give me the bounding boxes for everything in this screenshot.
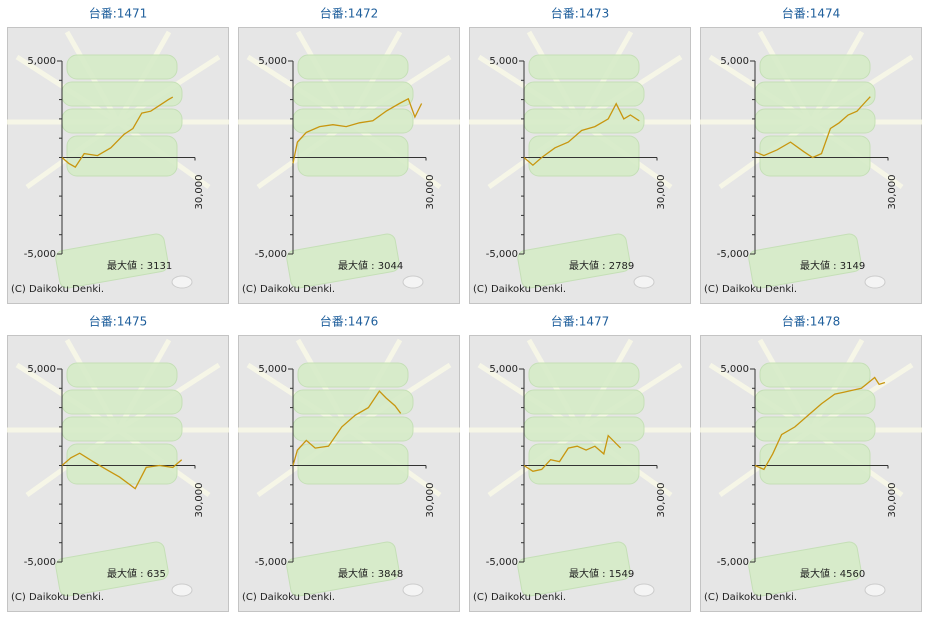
x-tick-label: 30,000 <box>425 175 436 210</box>
y-tick-label: 5,000 <box>489 364 518 375</box>
max-value-annotation: 最大値 : 635 <box>107 567 166 580</box>
x-tick-label: 30,000 <box>887 483 898 518</box>
y-tick-label: 5,000 <box>720 56 749 67</box>
y-tick-label: 5,000 <box>489 56 518 67</box>
credit: (C) Daikoku Denki. <box>11 284 104 295</box>
max-value-annotation: 最大値 : 2789 <box>569 259 634 272</box>
chart-panel: 5,000 -5,000 30,000 最大値 : 3131 (C) Daikoku D… <box>7 27 229 304</box>
x-tick-label: 30,000 <box>887 175 898 210</box>
y-tick-label: 5,000 <box>27 364 56 375</box>
credit: (C) Daikoku Denki. <box>704 592 797 603</box>
chart-panel: 5,000 -5,000 30,000 最大値 : 3149 (C) Daikoku D… <box>700 27 922 304</box>
chart-title: 台番:1471 <box>89 6 148 21</box>
chart-title: 台番:1473 <box>551 6 610 21</box>
max-value-annotation: 最大値 : 1549 <box>569 567 634 580</box>
credit: (C) Daikoku Denki. <box>242 592 335 603</box>
chart-title: 台番:1475 <box>89 314 148 329</box>
data-line <box>292 97 423 164</box>
chart-title: 台番:1476 <box>320 314 379 329</box>
data-line <box>523 434 622 472</box>
chart-title: 台番:1472 <box>320 6 379 21</box>
y-tick-label: -5,000 <box>486 557 518 568</box>
credit: (C) Daikoku Denki. <box>473 592 566 603</box>
data-line <box>523 102 640 167</box>
y-tick-label: -5,000 <box>24 249 56 260</box>
data-line <box>754 376 886 471</box>
data-line <box>61 452 183 490</box>
y-tick-label: -5,000 <box>717 249 749 260</box>
chart-title: 台番:1478 <box>782 314 841 329</box>
y-tick-label: 5,000 <box>258 56 287 67</box>
chart-panel: 5,000 -5,000 30,000 最大値 : 2789 (C) Daikoku D… <box>469 27 691 304</box>
max-value-annotation: 最大値 : 3848 <box>338 567 403 580</box>
x-tick-label: 30,000 <box>194 483 205 518</box>
credit: (C) Daikoku Denki. <box>473 284 566 295</box>
y-tick-label: 5,000 <box>720 364 749 375</box>
y-tick-label: -5,000 <box>255 557 287 568</box>
chart-panel: 5,000 -5,000 30,000 最大値 : 635 (C) Daikoku De… <box>7 335 229 612</box>
y-tick-label: 5,000 <box>258 364 287 375</box>
credit: (C) Daikoku Denki. <box>242 284 335 295</box>
chart-panel: 5,000 -5,000 30,000 最大値 : 1549 (C) Daikoku D… <box>469 335 691 612</box>
data-line <box>292 390 402 466</box>
chart-panel: 5,000 -5,000 30,000 最大値 : 3044 (C) Daikoku D… <box>238 27 460 304</box>
max-value-annotation: 最大値 : 4560 <box>800 567 865 580</box>
max-value-annotation: 最大値 : 3044 <box>338 259 403 272</box>
y-tick-label: -5,000 <box>255 249 287 260</box>
credit: (C) Daikoku Denki. <box>704 284 797 295</box>
y-tick-label: -5,000 <box>717 557 749 568</box>
chart-title: 台番:1474 <box>782 6 841 21</box>
data-line <box>61 96 174 168</box>
y-tick-label: -5,000 <box>24 557 56 568</box>
max-value-annotation: 最大値 : 3131 <box>107 259 172 272</box>
data-line <box>754 96 871 159</box>
credit: (C) Daikoku Denki. <box>11 592 104 603</box>
y-tick-label: 5,000 <box>27 56 56 67</box>
x-tick-label: 30,000 <box>656 483 667 518</box>
y-tick-label: -5,000 <box>486 249 518 260</box>
x-tick-label: 30,000 <box>194 175 205 210</box>
chart-panel: 5,000 -5,000 30,000 最大値 : 3848 (C) Daikoku D… <box>238 335 460 612</box>
max-value-annotation: 最大値 : 3149 <box>800 259 865 272</box>
chart-title: 台番:1477 <box>551 314 610 329</box>
x-tick-label: 30,000 <box>425 483 436 518</box>
x-tick-label: 30,000 <box>656 175 667 210</box>
chart-panel: 5,000 -5,000 30,000 最大値 : 4560 (C) Daikoku D… <box>700 335 922 612</box>
